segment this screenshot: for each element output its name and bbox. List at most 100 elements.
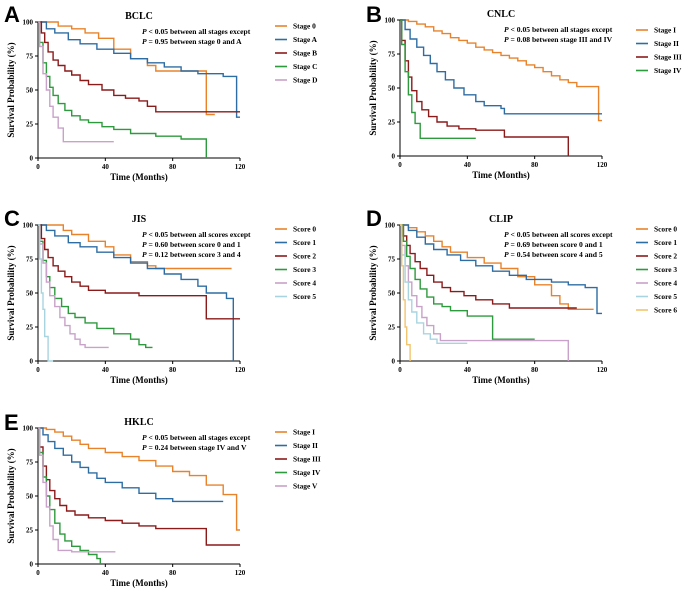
p-text: = 0.08 between stage III and IV — [509, 35, 613, 44]
p-text: = 0.24 between stage IV and V — [147, 443, 247, 452]
legend-entry: Stage V — [293, 482, 318, 491]
x-tick-label: 40 — [464, 366, 472, 374]
panel-letter: E — [4, 410, 19, 435]
x-tick-label: 0 — [398, 366, 402, 374]
p-value-annotation: P = 0.08 between stage III and IV — [504, 35, 613, 44]
x-tick-label: 120 — [597, 366, 608, 374]
legend-entry: Score 2 — [654, 252, 677, 261]
p-text: = 0.12 between score 3 and 4 — [147, 250, 241, 259]
p-text: = 0.54 between score 4 and 5 — [509, 250, 603, 259]
x-tick-label: 80 — [169, 569, 177, 577]
p-value-annotation: P = 0.60 between score 0 and 1 — [142, 240, 241, 249]
x-axis-label: Time (Months) — [110, 578, 168, 588]
x-tick-label: 120 — [235, 163, 246, 171]
chart-title: CLIP — [489, 214, 513, 225]
y-axis-label: Survival Probability (%) — [368, 245, 378, 340]
x-tick-label: 40 — [102, 163, 110, 171]
legend-entry: Stage D — [293, 76, 317, 85]
legend-entry: Stage IV — [293, 468, 321, 477]
legend-entry: Score 5 — [293, 292, 316, 301]
legend-entry: Score 4 — [293, 279, 316, 288]
legend-entry: Score 4 — [654, 279, 677, 288]
legend-entry: Score 0 — [293, 225, 316, 234]
legend-entry: Stage II — [654, 39, 679, 48]
p-value-annotation: P < 0.05 between all stages except — [504, 25, 613, 34]
panel-a: A BCLC02550751000 40 80 120Time (Months)Surv… — [4, 2, 318, 182]
panel-e: E HKLC 0 25 50 75 100 0 40 80 120 Time (Months) Surv… — [4, 410, 321, 588]
legend-entry: Stage III — [654, 53, 682, 62]
y-tick-label: 0 — [392, 153, 396, 161]
x-tick-label: 40 — [102, 366, 110, 374]
x-tick-label: 80 — [531, 366, 539, 374]
x-tick-label: 40 — [102, 569, 110, 577]
x-tick-label: 0 — [36, 366, 40, 374]
chart-title: CNLC — [487, 9, 515, 20]
survival-curve-score-3 — [38, 225, 153, 347]
x-tick-label: 120 — [235, 366, 246, 374]
legend-entry: Score 3 — [293, 265, 316, 274]
y-tick-label: 0 — [392, 358, 396, 366]
legend-entry: Score 3 — [654, 265, 677, 274]
y-tick-label: 100 — [23, 425, 34, 433]
chart-title: HKLC — [124, 417, 153, 428]
x-tick-label: 80 — [531, 161, 539, 169]
y-tick-label: 25 — [26, 527, 34, 535]
p-text: = 0.69 between score 0 and 1 — [509, 240, 603, 249]
x-tick-label: 80 — [169, 366, 177, 374]
legend-entry: Score 1 — [654, 238, 677, 247]
y-axis-label: Survival Probability (%) — [6, 448, 16, 543]
y-axis-label: Survival Probability (%) — [6, 42, 16, 137]
legend-entry: Score 1 — [293, 238, 316, 247]
panel-d: D CLIP 0 25 50 75 100 0 40 80 120 Time (Months) Surv… — [366, 206, 677, 385]
x-tick-label: 120 — [597, 161, 608, 169]
legend-entry: Stage IV — [654, 66, 682, 75]
y-tick-label: 25 — [388, 324, 396, 332]
legend-entry: Stage III — [293, 455, 321, 464]
panel-c: C JIS 0 25 50 75 100 0 40 80 120 Time (Months) Survi… — [4, 206, 316, 385]
legend-entry: Stage I — [654, 26, 676, 35]
legend-entry: Stage II — [293, 441, 318, 450]
x-tick-label: 80 — [169, 163, 177, 171]
y-tick-label: 25 — [26, 121, 34, 129]
legend-entry: Stage I — [293, 428, 315, 437]
x-tick-label: 40 — [464, 161, 472, 169]
x-axis-label: Time (Months) — [472, 375, 530, 385]
p-value-annotation: P < 0.05 between all scores except — [504, 230, 613, 239]
p-value-annotation: P < 0.05 between all stages except — [142, 433, 251, 442]
p-text: < 0.05 between all stages except — [147, 27, 251, 36]
legend-entry: Score 2 — [293, 252, 316, 261]
legend-entry: Score 6 — [654, 306, 677, 315]
panel-letter: D — [366, 206, 382, 231]
y-tick-label: 100 — [23, 19, 34, 27]
y-tick-label: 25 — [26, 324, 34, 332]
y-tick-label: 0 — [30, 358, 34, 366]
y-tick-label: 50 — [26, 87, 34, 95]
x-tick-label: 0 — [36, 569, 40, 577]
y-tick-label: 25 — [388, 119, 396, 127]
panel-letter: B — [366, 2, 382, 27]
y-tick-label: 75 — [26, 459, 34, 467]
y-tick-label: 75 — [26, 256, 34, 264]
legend-entry: Stage C — [293, 62, 317, 71]
x-tick-label: 120 — [235, 569, 246, 577]
legend-entry: Score 0 — [654, 225, 677, 234]
y-tick-label: 50 — [388, 85, 396, 93]
y-tick-label: 0 — [30, 155, 34, 163]
x-axis-label: Time (Months) — [110, 172, 168, 182]
panel-letter: A — [4, 2, 20, 27]
y-tick-label: 100 — [23, 222, 34, 230]
p-value-annotation: P < 0.05 between all stages except — [142, 27, 251, 36]
y-axis-label: Survival Probability (%) — [6, 245, 16, 340]
y-tick-label: 75 — [26, 53, 34, 61]
panel-letter: C — [4, 206, 20, 231]
y-tick-label: 75 — [388, 256, 396, 264]
p-text: < 0.05 between all stages except — [147, 433, 251, 442]
legend-entry: Stage A — [293, 35, 318, 44]
chart-title: BCLC — [125, 11, 153, 22]
p-value-annotation: P < 0.05 between all scores except — [142, 230, 251, 239]
y-tick-label: 50 — [26, 493, 34, 501]
p-text: < 0.05 between all stages except — [509, 25, 613, 34]
y-tick-label: 0 — [30, 561, 34, 569]
y-tick-label: 100 — [385, 17, 396, 25]
survival-curve-score-5 — [38, 225, 53, 361]
